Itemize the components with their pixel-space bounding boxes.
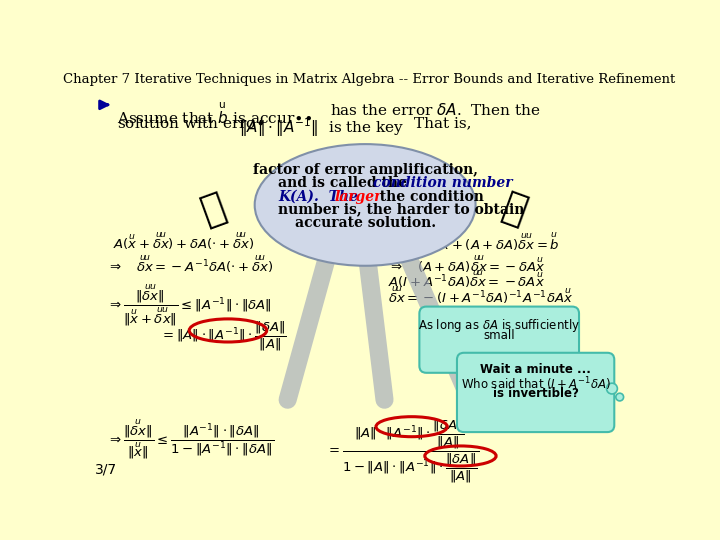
Text: $A(\overset{u}{x}+\overset{u\!u}{\delta x})+\delta A(\cdot+\overset{u\!u}{\delta: $A(\overset{u}{x}+\overset{u\!u}{\delta … xyxy=(113,231,254,252)
Text: is invertible?: is invertible? xyxy=(492,387,579,401)
Text: larger: larger xyxy=(335,190,382,204)
Text: has the error $\delta A$.  Then the: has the error $\delta A$. Then the xyxy=(330,102,541,118)
Circle shape xyxy=(616,393,624,401)
Text: $\Rightarrow\quad\overset{u\!u}{\delta x}=-A^{-1}\delta A(\cdot+\overset{u\!u}{\: $\Rightarrow\quad\overset{u\!u}{\delta x… xyxy=(107,253,274,275)
Text: factor of error amplification,: factor of error amplification, xyxy=(253,163,477,177)
Text: $\Rightarrow\quad(A+\delta A)\overset{u\!u}{\delta x}=-\delta A\overset{u}{x}$: $\Rightarrow\quad(A+\delta A)\overset{u\… xyxy=(388,253,546,275)
Text: the condition: the condition xyxy=(370,190,484,204)
Text: 3/7: 3/7 xyxy=(94,463,117,477)
Text: small: small xyxy=(483,329,515,342)
Text: $\|A\|\cdot\|A^{-1}\|$  is the key: $\|A\|\cdot\|A^{-1}\|$ is the key xyxy=(239,117,404,139)
Text: $\Rightarrow\dfrac{\|\overset{u\!u}{\delta x}\|}{\|\overset{u}{x}+\overset{u\!u}: $\Rightarrow\dfrac{\|\overset{u\!u}{\del… xyxy=(107,283,271,329)
Text: $=\|A\|\cdot\|A^{-1}\|\cdot\dfrac{\|\delta A\|}{\|A\|}$: $=\|A\|\cdot\|A^{-1}\|\cdot\dfrac{\|\del… xyxy=(160,320,287,353)
FancyBboxPatch shape xyxy=(457,353,614,432)
Text: Wait a minute ...: Wait a minute ... xyxy=(480,363,591,376)
Ellipse shape xyxy=(255,144,476,266)
Text: condition number: condition number xyxy=(373,177,513,191)
Text: Who said that $(I+A^{-1}\delta A)$: Who said that $(I+A^{-1}\delta A)$ xyxy=(461,375,611,393)
Text: That is,: That is, xyxy=(414,117,472,130)
Text: $\overset{u\!u}{\delta x}=-(I+A^{-1}\delta A)^{-1}A^{-1}\delta A\overset{u}{x}$: $\overset{u\!u}{\delta x}=-(I+A^{-1}\del… xyxy=(388,284,574,306)
Text: 👇: 👇 xyxy=(498,188,532,232)
Text: and is called the: and is called the xyxy=(279,177,412,191)
Text: 👇: 👇 xyxy=(195,188,230,232)
Text: $\Rightarrow\dfrac{\|\overset{u}{\delta x}\|}{\|\overset{u}{x}\|}\leq\dfrac{\|A^: $\Rightarrow\dfrac{\|\overset{u}{\delta … xyxy=(107,417,274,462)
Text: solution with erro$\bullet$: solution with erro$\bullet$ xyxy=(117,117,264,131)
Text: K(A).  The: K(A). The xyxy=(279,190,363,204)
FancyBboxPatch shape xyxy=(419,307,579,373)
Text: Assume that $\overset{\mathsf{u}}{b}$ is accur$\bullet\!\bullet$: Assume that $\overset{\mathsf{u}}{b}$ is… xyxy=(117,102,312,127)
Text: $A(I+A^{-1}\delta A)\overset{u\!u}{\delta x}=-\delta A\overset{u}{x}$: $A(I+A^{-1}\delta A)\overset{u\!u}{\delt… xyxy=(388,269,545,291)
Text: number is, the harder to obtain: number is, the harder to obtain xyxy=(279,202,525,217)
Text: $(A+\delta A)\overset{u}{x}+(A+\delta A)\overset{u\!u}{\delta x}=\overset{u}{b}$: $(A+\delta A)\overset{u}{x}+(A+\delta A)… xyxy=(388,231,560,253)
Text: $=\dfrac{\|A\|\cdot\|A^{-1}\|\cdot\dfrac{\|\delta A\|}{\|A\|}}{1-\|A\|\cdot\|A^{: $=\dfrac{\|A\|\cdot\|A^{-1}\|\cdot\dfrac… xyxy=(326,417,480,485)
Text: Chapter 7 Iterative Techniques in Matrix Algebra -- Error Bounds and Iterative R: Chapter 7 Iterative Techniques in Matrix… xyxy=(63,72,675,85)
Text: As long as $\delta A$ is sufficiently: As long as $\delta A$ is sufficiently xyxy=(418,318,580,334)
Text: accurate solution.: accurate solution. xyxy=(294,215,436,230)
Circle shape xyxy=(606,383,617,394)
